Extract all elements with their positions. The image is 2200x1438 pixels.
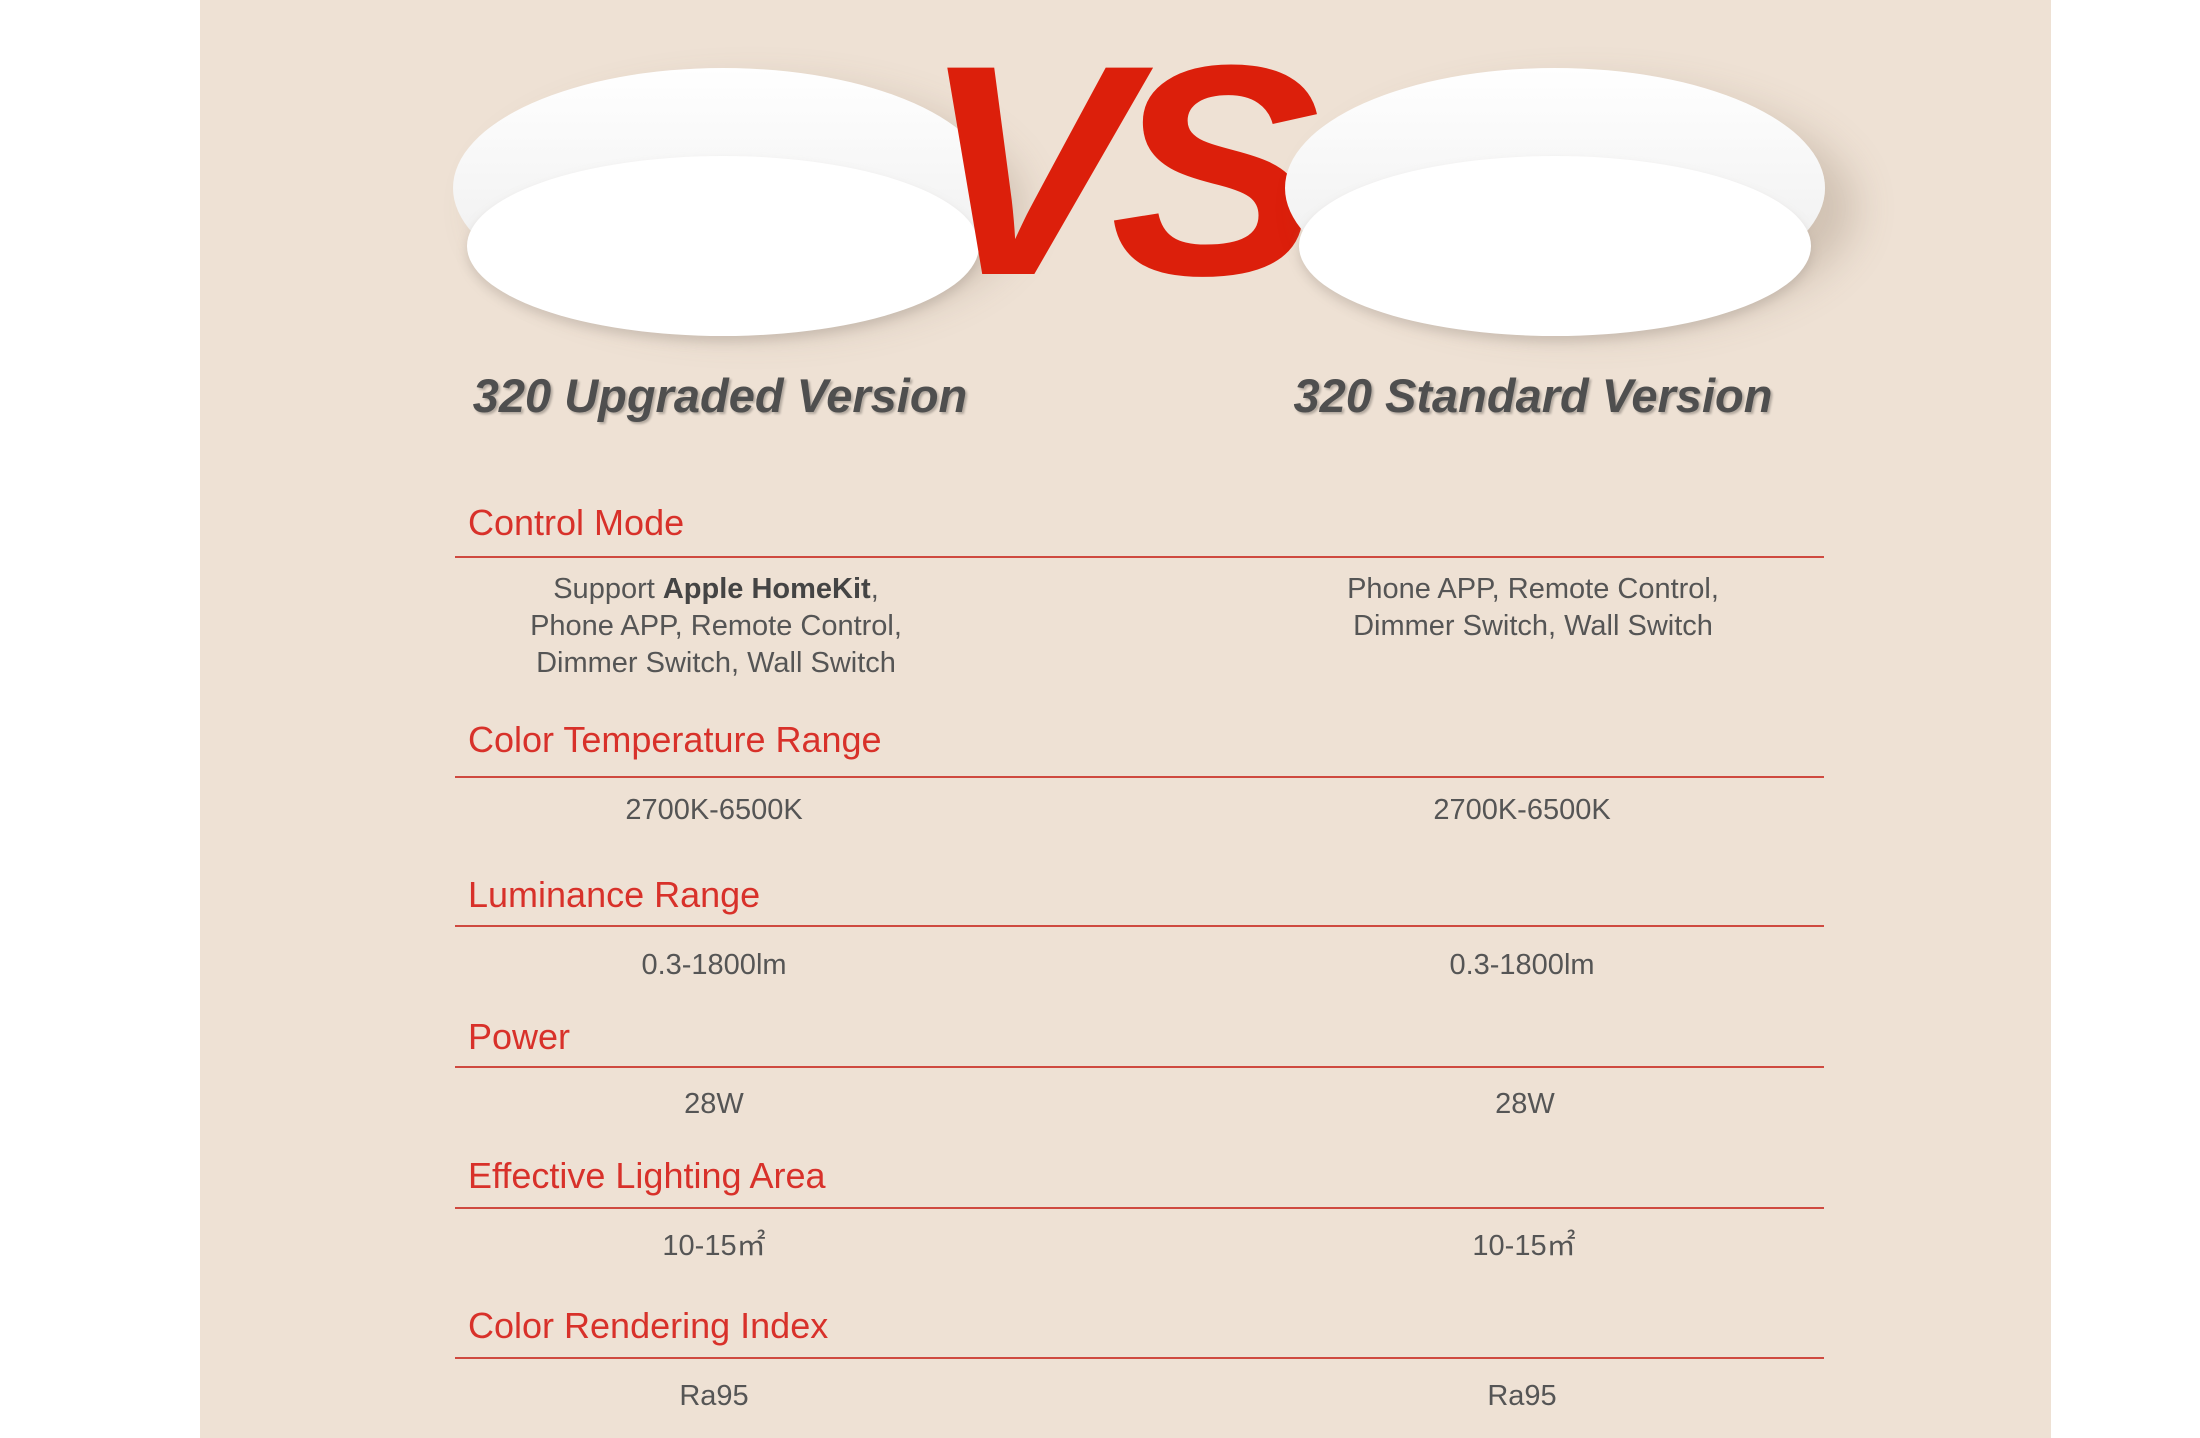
upgraded-color-temperature: 2700K-6500K: [625, 794, 803, 826]
upgraded-version-title: 320 Upgraded Version: [472, 369, 968, 422]
value-text: Dimmer Switch, Wall Switch: [536, 647, 896, 679]
value-text: Phone APP, Remote Control,: [1347, 573, 1719, 605]
upgraded-control-mode: Support Apple HomeKit, Phone APP, Remote…: [366, 571, 1066, 682]
section-divider: [455, 1357, 1824, 1359]
section-heading-color-temperature: Color Temperature Range: [468, 719, 882, 760]
upgraded-lamp-image: [453, 68, 993, 338]
section-divider: [455, 776, 1824, 778]
section-divider: [455, 1207, 1824, 1209]
standard-color-temperature: 2700K-6500K: [1433, 794, 1611, 826]
value-text: Phone APP, Remote Control,: [530, 610, 902, 642]
value-bold: Apple HomeKit: [662, 573, 871, 605]
section-heading-control-mode: Control Mode: [468, 502, 685, 543]
standard-color-rendering: Ra95: [1487, 1380, 1557, 1412]
value-text: Support: [553, 573, 663, 605]
upgraded-power: 28W: [684, 1088, 744, 1120]
upgraded-luminance: 0.3-1800lm: [641, 949, 787, 981]
standard-control-mode: Phone APP, Remote Control, Dimmer Switch…: [1183, 571, 1883, 645]
standard-version-title: 320 Standard Version: [1293, 369, 1773, 422]
section-divider: [455, 556, 1824, 558]
upgraded-color-rendering: Ra95: [679, 1380, 749, 1412]
section-heading-lighting-area: Effective Lighting Area: [468, 1155, 826, 1196]
vs-label: VS: [920, 2, 1320, 338]
section-divider: [455, 1066, 1824, 1068]
standard-power: 28W: [1495, 1088, 1555, 1120]
standard-lighting-area: 10-15㎡: [1472, 1230, 1576, 1262]
standard-luminance: 0.3-1800lm: [1449, 949, 1595, 981]
section-heading-luminance: Luminance Range: [468, 874, 761, 915]
section-heading-color-rendering: Color Rendering Index: [468, 1305, 829, 1346]
value-text: Dimmer Switch, Wall Switch: [1353, 610, 1713, 642]
section-divider: [455, 925, 1824, 927]
section-heading-power: Power: [468, 1016, 571, 1057]
value-text: ,: [870, 573, 879, 605]
standard-lamp-image: [1285, 68, 1825, 338]
upgraded-lighting-area: 10-15㎡: [662, 1230, 766, 1262]
